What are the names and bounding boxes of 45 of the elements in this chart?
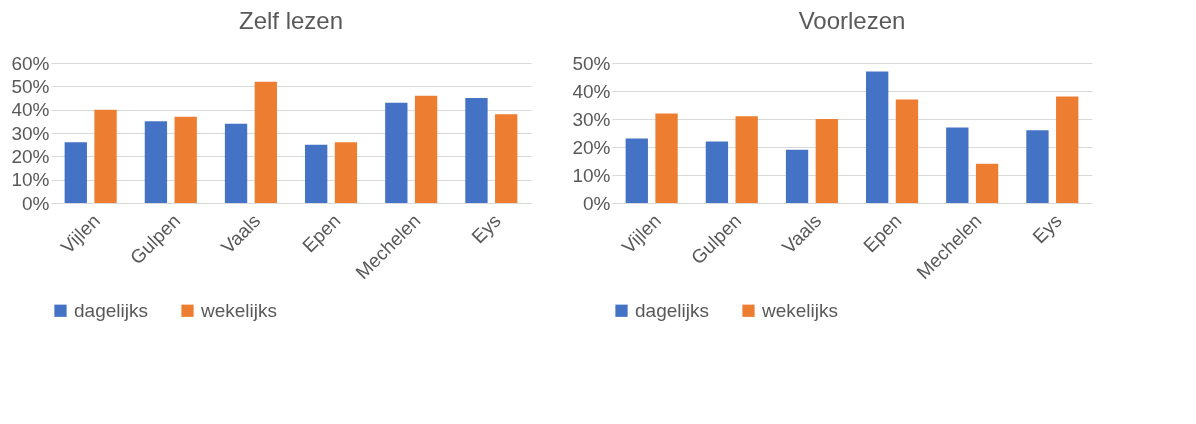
bar xyxy=(895,99,919,203)
bar xyxy=(305,144,328,203)
bar xyxy=(465,98,488,203)
bar xyxy=(975,163,999,203)
bar xyxy=(64,142,87,203)
bar xyxy=(866,71,889,203)
bar xyxy=(815,119,838,203)
bar xyxy=(385,102,408,203)
bar xyxy=(495,114,518,203)
bar xyxy=(625,138,648,203)
legend-label: dagelijks xyxy=(635,299,709,321)
bar xyxy=(334,142,358,203)
y-tick-label: 20% xyxy=(572,136,611,158)
legend-label: dagelijks xyxy=(74,299,148,321)
bar xyxy=(254,81,277,203)
y-tick-label: 50% xyxy=(572,52,611,74)
y-tick-label: 50% xyxy=(11,75,50,97)
bar xyxy=(655,113,678,203)
y-tick-label: 0% xyxy=(583,192,611,214)
legend-label: wekelijks xyxy=(761,299,839,321)
y-tick-label: 10% xyxy=(572,164,611,186)
y-tick-label: 40% xyxy=(572,80,611,102)
bar xyxy=(174,116,197,203)
bar xyxy=(144,121,168,203)
bar xyxy=(94,109,117,203)
y-tick-label: 10% xyxy=(11,169,50,191)
bar xyxy=(785,149,809,203)
chart-title: Zelf lezen xyxy=(238,7,344,34)
y-tick-label: 30% xyxy=(11,122,50,144)
chart-title: Voorlezen xyxy=(798,7,906,34)
bar xyxy=(414,95,438,203)
bar xyxy=(946,127,969,203)
x-tick-label: Eys xyxy=(1028,210,1066,248)
y-tick-label: 40% xyxy=(11,99,50,121)
y-tick-label: 60% xyxy=(11,52,50,74)
bar xyxy=(224,123,248,203)
legend-label: wekelijks xyxy=(200,299,278,321)
y-tick-label: 20% xyxy=(11,145,50,167)
bar xyxy=(735,116,758,203)
y-tick-label: 0% xyxy=(22,192,50,214)
x-tick-label: Eys xyxy=(467,210,505,248)
y-tick-label: 30% xyxy=(572,108,611,130)
bar xyxy=(1056,96,1079,203)
bar xyxy=(705,141,729,203)
bar xyxy=(1026,130,1049,203)
